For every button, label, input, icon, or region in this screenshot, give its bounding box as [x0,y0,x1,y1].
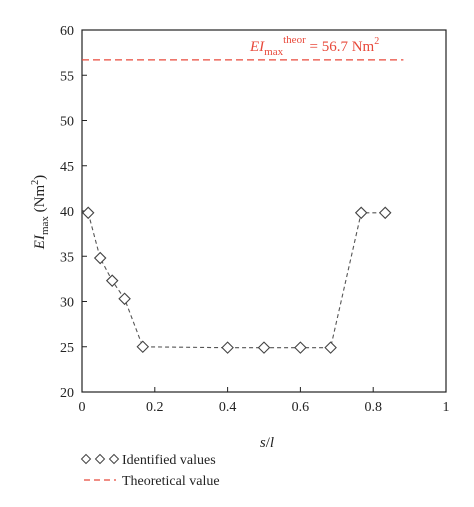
y-axis-label-sup: 2 [30,180,41,185]
annotation-rest: = 56.7 Nm [306,39,375,55]
x-axis-label: s/l [260,435,274,451]
x-axis-label-sub: l [270,435,274,451]
series-lines [82,59,404,349]
y-tick-label: 25 [60,341,74,356]
plot-axes [81,29,447,393]
y-tick-label: 20 [60,386,74,401]
data-point-marker [257,341,271,354]
x-axis-label-main: s [260,435,266,451]
y-tick-label: 30 [60,296,74,311]
y-axis-label-sub: max [39,216,51,235]
x-tick-label: 1 [443,400,450,415]
data-point-marker [378,206,392,220]
x-tick-label: 0.6 [292,400,310,415]
y-axis-label-close: ) [32,175,48,180]
legend-diamond-marker [94,453,106,465]
legend-label-identified: Identified values [122,453,216,468]
y-tick-label: 55 [60,69,74,84]
annotation-sup: theor [283,34,306,46]
data-point-marker [118,292,131,306]
legend-diamond-marker [108,453,120,465]
data-point-marker [294,341,307,354]
legend-diamond-marker [80,453,92,465]
annotation-main: EI [249,39,265,55]
data-point-marker [354,206,368,220]
x-axis-label-sep: / [266,435,271,451]
y-axis-label-unit: (Nm [32,184,48,216]
data-point-marker [105,274,119,287]
data-point-marker [93,251,107,265]
plot-frame [81,29,447,393]
data-point-marker [136,340,150,354]
y-axis-label-main: EI [32,234,48,250]
x-tick-label: 0.8 [364,400,382,415]
data-point-marker [221,341,234,354]
legend-label-theoretical: Theoretical value [122,474,220,489]
legend: Identified values Theoretical value [80,453,220,489]
identified-values-line [87,212,386,349]
axis-ticks: 0 0.2 0.4 0.6 0.8 1 20 25 30 35 40 45 50 55 60 [60,24,450,415]
data-point-marker [324,341,337,354]
y-tick-label: 40 [60,205,74,220]
x-tick-label: 0.4 [219,400,237,415]
annotation-sub: max [264,46,283,58]
data-markers [81,206,392,354]
data-point-marker [81,206,95,220]
y-tick-label: 60 [60,24,74,39]
theoretical-value-annotation: EImaxtheor = 56.7 Nm2 [249,34,379,58]
y-tick-label: 50 [60,115,74,130]
y-axis-label: EImax (Nm2) [30,175,51,250]
y-tick-label: 45 [60,160,74,175]
x-tick-label: 0 [79,400,86,415]
x-tick-label: 0.2 [146,400,164,415]
annotation-rest-sup: 2 [374,36,379,47]
y-tick-label: 35 [60,250,74,265]
